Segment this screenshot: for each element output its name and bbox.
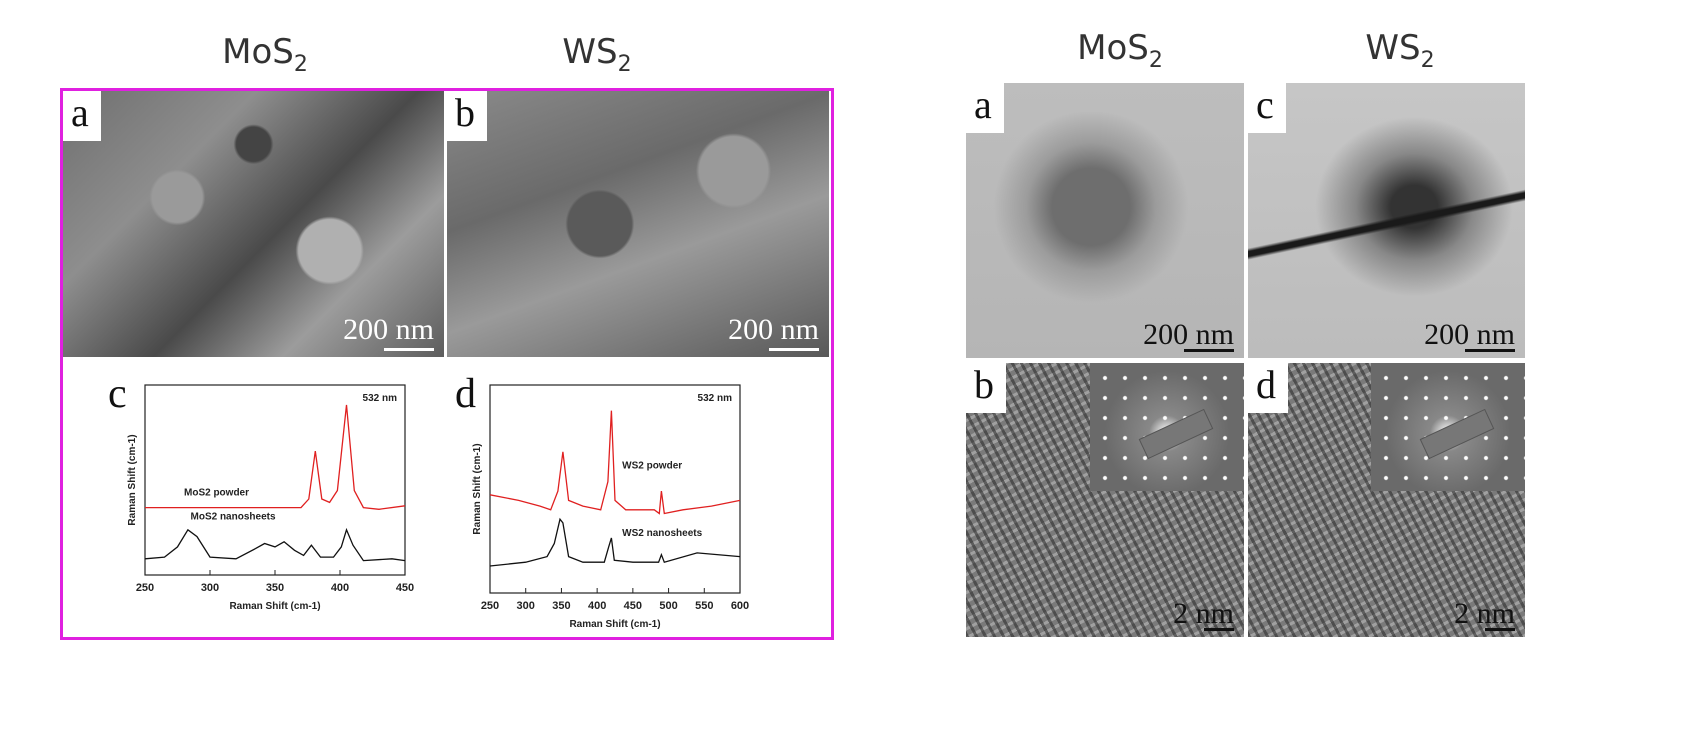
- saed-inset: [1371, 363, 1525, 491]
- annotation-532nm: 532 nm: [698, 393, 733, 404]
- scale-bar: [769, 348, 819, 351]
- scale-bar: [384, 348, 434, 351]
- series-line-0: [145, 404, 406, 510]
- saed-inset: [1090, 363, 1244, 491]
- panel-label: a: [966, 83, 1004, 133]
- scale-bar-label: 2 nm: [1454, 597, 1515, 630]
- right-title-mos2: MoS2: [1077, 28, 1163, 73]
- panel-label: c: [1248, 83, 1286, 133]
- x-axis-label: Raman Shift (cm-1): [229, 601, 320, 612]
- series-label-1: WS2 nanosheets: [622, 528, 702, 539]
- scale-bar: [1485, 628, 1515, 631]
- scale-bar: [1184, 349, 1234, 352]
- x-tick-label: 450: [624, 600, 642, 612]
- sem-raman-frame: [60, 88, 834, 640]
- panel-label-d: d: [455, 371, 476, 417]
- series-line-0: [489, 410, 741, 515]
- x-tick-label: 250: [136, 582, 154, 594]
- x-tick-label: 400: [331, 582, 349, 594]
- left-title-ws2: WS2: [562, 32, 632, 77]
- beam-stop: [1138, 408, 1214, 460]
- sem-image-ws2: b 200 nm: [447, 91, 829, 357]
- scale-bar-label: 200 nm: [343, 313, 434, 346]
- tem-image-mos2: a 200 nm: [966, 83, 1244, 358]
- x-tick-label: 250: [481, 600, 499, 612]
- scale-bar: [1465, 349, 1515, 352]
- scale-bar-label: 2 nm: [1173, 597, 1234, 630]
- raman-chart-ws2: 250 300 350 400 450 500 550 600 Raman Shift (cm-…: [472, 384, 749, 630]
- annotation-532nm: 532 nm: [363, 393, 398, 404]
- panel-label: b: [447, 91, 487, 141]
- panel-label-c: c: [108, 371, 127, 417]
- right-title-ws2: WS2: [1365, 28, 1435, 73]
- y-axis-label: Raman Shift (cm-1): [472, 443, 483, 534]
- series-label-0: MoS2 powder: [184, 488, 249, 499]
- x-tick-label: 350: [552, 600, 570, 612]
- x-tick-label: 600: [731, 600, 749, 612]
- panel-label: b: [966, 363, 1006, 413]
- x-axis-label: Raman Shift (cm-1): [569, 619, 660, 630]
- series-label-1: MoS2 nanosheets: [191, 512, 276, 523]
- x-tick-label: 450: [396, 582, 414, 594]
- plot-frame: [489, 384, 741, 594]
- scale-bar: [1204, 628, 1234, 631]
- beam-stop: [1419, 408, 1495, 460]
- series-line-1: [489, 517, 741, 567]
- raman-chart-mos2: 250 300 350 400 450 Raman Shift (cm-1) Raman S…: [127, 384, 414, 612]
- series-line-1: [144, 527, 406, 562]
- x-tick-label: 400: [588, 600, 606, 612]
- panel-label: a: [63, 91, 101, 141]
- x-tick-label: 500: [659, 600, 677, 612]
- tem-image-ws2: c 200 nm: [1248, 83, 1525, 358]
- sem-image-mos2: a 200 nm: [63, 91, 444, 357]
- hrtem-image-mos2: b 2 nm: [966, 363, 1244, 637]
- series-label-0: WS2 powder: [622, 461, 682, 472]
- x-tick-label: 350: [266, 582, 284, 594]
- x-tick-label: 550: [695, 600, 713, 612]
- scale-bar-label: 200 nm: [1143, 318, 1234, 351]
- y-axis-label: Raman Shift (cm-1): [127, 434, 138, 525]
- scale-bar-label: 200 nm: [728, 313, 819, 346]
- hrtem-image-ws2: d 2 nm: [1248, 363, 1525, 637]
- left-title-mos2: MoS2: [222, 32, 308, 77]
- scale-bar-label: 200 nm: [1424, 318, 1515, 351]
- x-tick-label: 300: [201, 582, 219, 594]
- x-tick-label: 300: [517, 600, 535, 612]
- panel-label: d: [1248, 363, 1288, 413]
